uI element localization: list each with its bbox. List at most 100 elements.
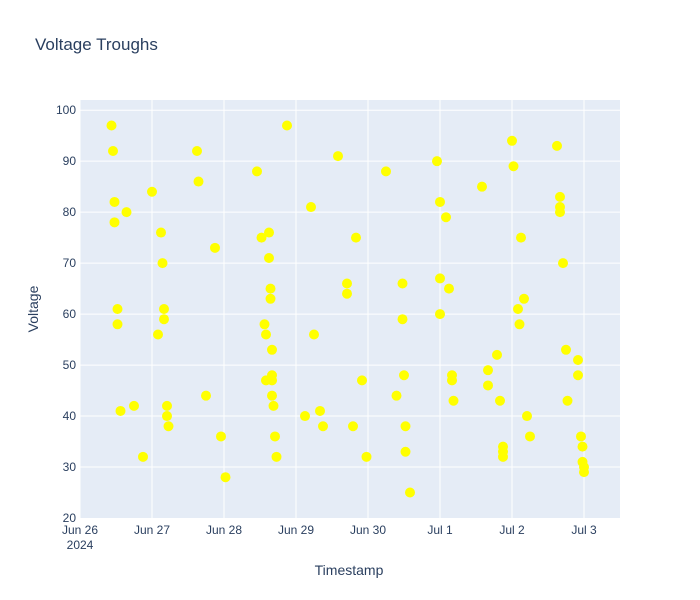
- data-point: [563, 396, 573, 406]
- y-tick-label: 60: [63, 307, 77, 321]
- data-point: [113, 304, 123, 314]
- data-point: [116, 406, 126, 416]
- data-point: [573, 355, 583, 365]
- data-point: [266, 294, 276, 304]
- data-point: [435, 197, 445, 207]
- data-point: [159, 304, 169, 314]
- data-point: [398, 314, 408, 324]
- data-point: [552, 141, 562, 151]
- x-axis-ticks: Jun 262024Jun 27 Jun 28 Jun 29 Jun 30 Jul 1J…: [62, 523, 597, 552]
- data-point: [522, 411, 532, 421]
- data-point: [252, 166, 262, 176]
- data-point: [159, 314, 169, 324]
- data-point: [306, 202, 316, 212]
- x-tick-label: Jul 1: [427, 523, 453, 537]
- data-point: [399, 370, 409, 380]
- data-point: [162, 401, 172, 411]
- data-point: [555, 192, 565, 202]
- data-point: [381, 166, 391, 176]
- data-point: [122, 207, 132, 217]
- data-point: [260, 319, 270, 329]
- y-tick-label: 40: [63, 409, 77, 423]
- data-point: [210, 243, 220, 253]
- data-point: [107, 120, 117, 130]
- data-point: [267, 391, 277, 401]
- data-point: [221, 472, 231, 482]
- data-point: [201, 391, 211, 401]
- x-tick-label: Jun 28: [206, 523, 242, 537]
- data-point: [495, 396, 505, 406]
- data-point: [333, 151, 343, 161]
- data-point: [156, 228, 166, 238]
- data-point: [579, 467, 589, 477]
- data-point: [261, 329, 271, 339]
- data-point: [392, 391, 402, 401]
- x-tick-label: Jul 2: [499, 523, 525, 537]
- x-tick-label: Jul 3: [571, 523, 597, 537]
- data-point: [164, 421, 174, 431]
- data-point: [432, 156, 442, 166]
- data-point: [441, 212, 451, 222]
- data-point: [110, 217, 120, 227]
- x-tick-label: Jun 29: [278, 523, 314, 537]
- data-point: [398, 279, 408, 289]
- data-point: [300, 411, 310, 421]
- y-tick-label: 50: [63, 358, 77, 372]
- data-point: [113, 319, 123, 329]
- data-point: [555, 207, 565, 217]
- data-point: [153, 329, 163, 339]
- data-point: [483, 380, 493, 390]
- y-tick-label: 100: [56, 103, 76, 117]
- data-point: [138, 452, 148, 462]
- data-point: [435, 309, 445, 319]
- data-point: [449, 396, 459, 406]
- x-tick-label: Jun 27: [134, 523, 170, 537]
- data-point: [492, 350, 502, 360]
- data-point: [264, 253, 274, 263]
- data-point: [507, 136, 517, 146]
- data-point: [264, 228, 274, 238]
- data-point: [110, 197, 120, 207]
- x-tick-label: Jun 26: [62, 523, 98, 537]
- data-point: [351, 233, 361, 243]
- data-point: [573, 370, 583, 380]
- y-tick-label: 80: [63, 205, 77, 219]
- data-point: [216, 431, 226, 441]
- y-tick-label: 30: [63, 460, 77, 474]
- data-point: [309, 329, 319, 339]
- data-point: [342, 279, 352, 289]
- data-point: [362, 452, 372, 462]
- data-point: [483, 365, 493, 375]
- data-point: [266, 284, 276, 294]
- data-point: [158, 258, 168, 268]
- data-point: [267, 345, 277, 355]
- data-point: [272, 452, 282, 462]
- y-tick-label: 90: [63, 154, 77, 168]
- data-point: [561, 345, 571, 355]
- x-tick-label: Jun 30: [350, 523, 386, 537]
- data-point: [401, 447, 411, 457]
- data-point: [269, 401, 279, 411]
- data-point: [519, 294, 529, 304]
- data-point: [315, 406, 325, 416]
- x-axis-title: Timestamp: [315, 562, 384, 578]
- data-point: [270, 431, 280, 441]
- data-point: [401, 421, 411, 431]
- data-point: [348, 421, 358, 431]
- data-point: [318, 421, 328, 431]
- data-point: [405, 488, 415, 498]
- data-point: [267, 375, 277, 385]
- data-point: [515, 319, 525, 329]
- data-point: [108, 146, 118, 156]
- data-point: [578, 442, 588, 452]
- data-point: [558, 258, 568, 268]
- chart-title: Voltage Troughs: [35, 35, 158, 54]
- y-tick-label: 70: [63, 256, 77, 270]
- data-point: [513, 304, 523, 314]
- data-point: [357, 375, 367, 385]
- data-point: [282, 120, 292, 130]
- data-point: [162, 411, 172, 421]
- data-point: [576, 431, 586, 441]
- y-axis-title: Voltage: [25, 285, 41, 332]
- data-point: [444, 284, 454, 294]
